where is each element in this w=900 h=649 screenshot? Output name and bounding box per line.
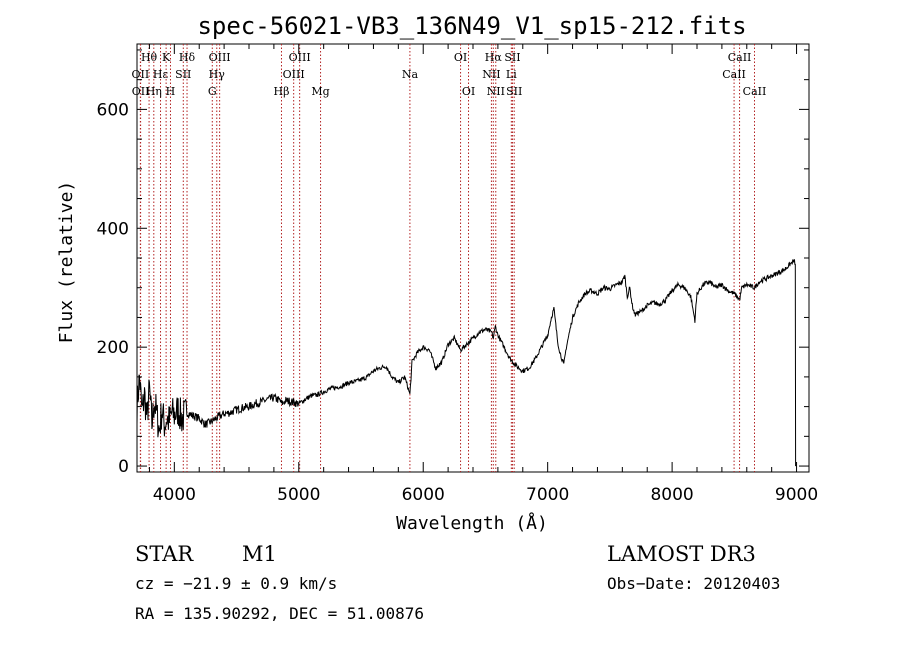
object-class: STAR: [135, 542, 194, 566]
line-label: OIII: [283, 68, 305, 81]
line-label: SII: [506, 85, 522, 98]
line-label: NII: [487, 85, 505, 98]
line-label: Hε: [153, 68, 169, 81]
object-subclass: M1: [242, 542, 277, 566]
line-label: Mg: [311, 85, 329, 98]
x-tick-labels: 4000 5000 6000 7000 8000 9000: [153, 485, 818, 505]
obs-date: Obs−Date: 20120403: [607, 574, 780, 593]
y-tick-labels: 0 200 400 600: [97, 100, 129, 477]
line-label: Hγ: [209, 68, 226, 81]
x-tick-label: 9000: [775, 485, 818, 505]
y-axis-label: Flux (relative): [56, 181, 77, 344]
y-tick-label: 600: [97, 100, 129, 120]
line-label: Hη: [146, 85, 162, 98]
coordinates-text: RA = 135.90292, DEC = 51.00876: [135, 604, 424, 623]
line-label: K: [162, 51, 171, 64]
y-tick-label: 200: [97, 338, 129, 358]
line-label: G: [208, 85, 217, 98]
line-label: Hβ: [274, 85, 290, 98]
y-tick-label: 0: [118, 457, 129, 477]
line-label: NII: [482, 68, 500, 81]
y-tick-label: 400: [97, 219, 129, 239]
x-tick-label: 5000: [277, 485, 320, 505]
line-label: OIII: [289, 51, 311, 64]
redshift-text: cz = −21.9 ± 0.9 km/s: [135, 574, 337, 593]
line-label: Hδ: [179, 51, 196, 64]
line-label: OII: [132, 85, 150, 98]
x-axis-label: Wavelength (Å): [396, 512, 548, 534]
x-tick-label: 6000: [402, 485, 445, 505]
survey-name: LAMOST DR3: [607, 542, 756, 566]
line-label: H: [166, 85, 176, 98]
spectral-line-markers: [139, 44, 755, 472]
line-label: OII: [132, 68, 150, 81]
line-label: CaII: [722, 68, 746, 81]
line-label: Hα: [485, 51, 503, 64]
x-tick-label: 7000: [526, 485, 569, 505]
line-label: CaII: [728, 51, 752, 64]
chart-title: spec-56021-VB3_136N49_V1_sp15-212.fits: [197, 12, 746, 40]
line-label: OIII: [209, 51, 231, 64]
x-tick-label: 4000: [153, 485, 196, 505]
line-label: OI: [462, 85, 475, 98]
line-label: Na: [402, 68, 419, 81]
x-tick-label: 8000: [650, 485, 693, 505]
line-label: OI: [454, 51, 467, 64]
spectrum-line: [136, 258, 797, 467]
axis-ticks: [137, 44, 809, 472]
line-label: SII: [175, 68, 191, 81]
line-label: Hθ: [141, 51, 158, 64]
line-label: CaII: [743, 85, 767, 98]
line-label: SII: [504, 51, 520, 64]
line-label: Li: [506, 68, 517, 81]
